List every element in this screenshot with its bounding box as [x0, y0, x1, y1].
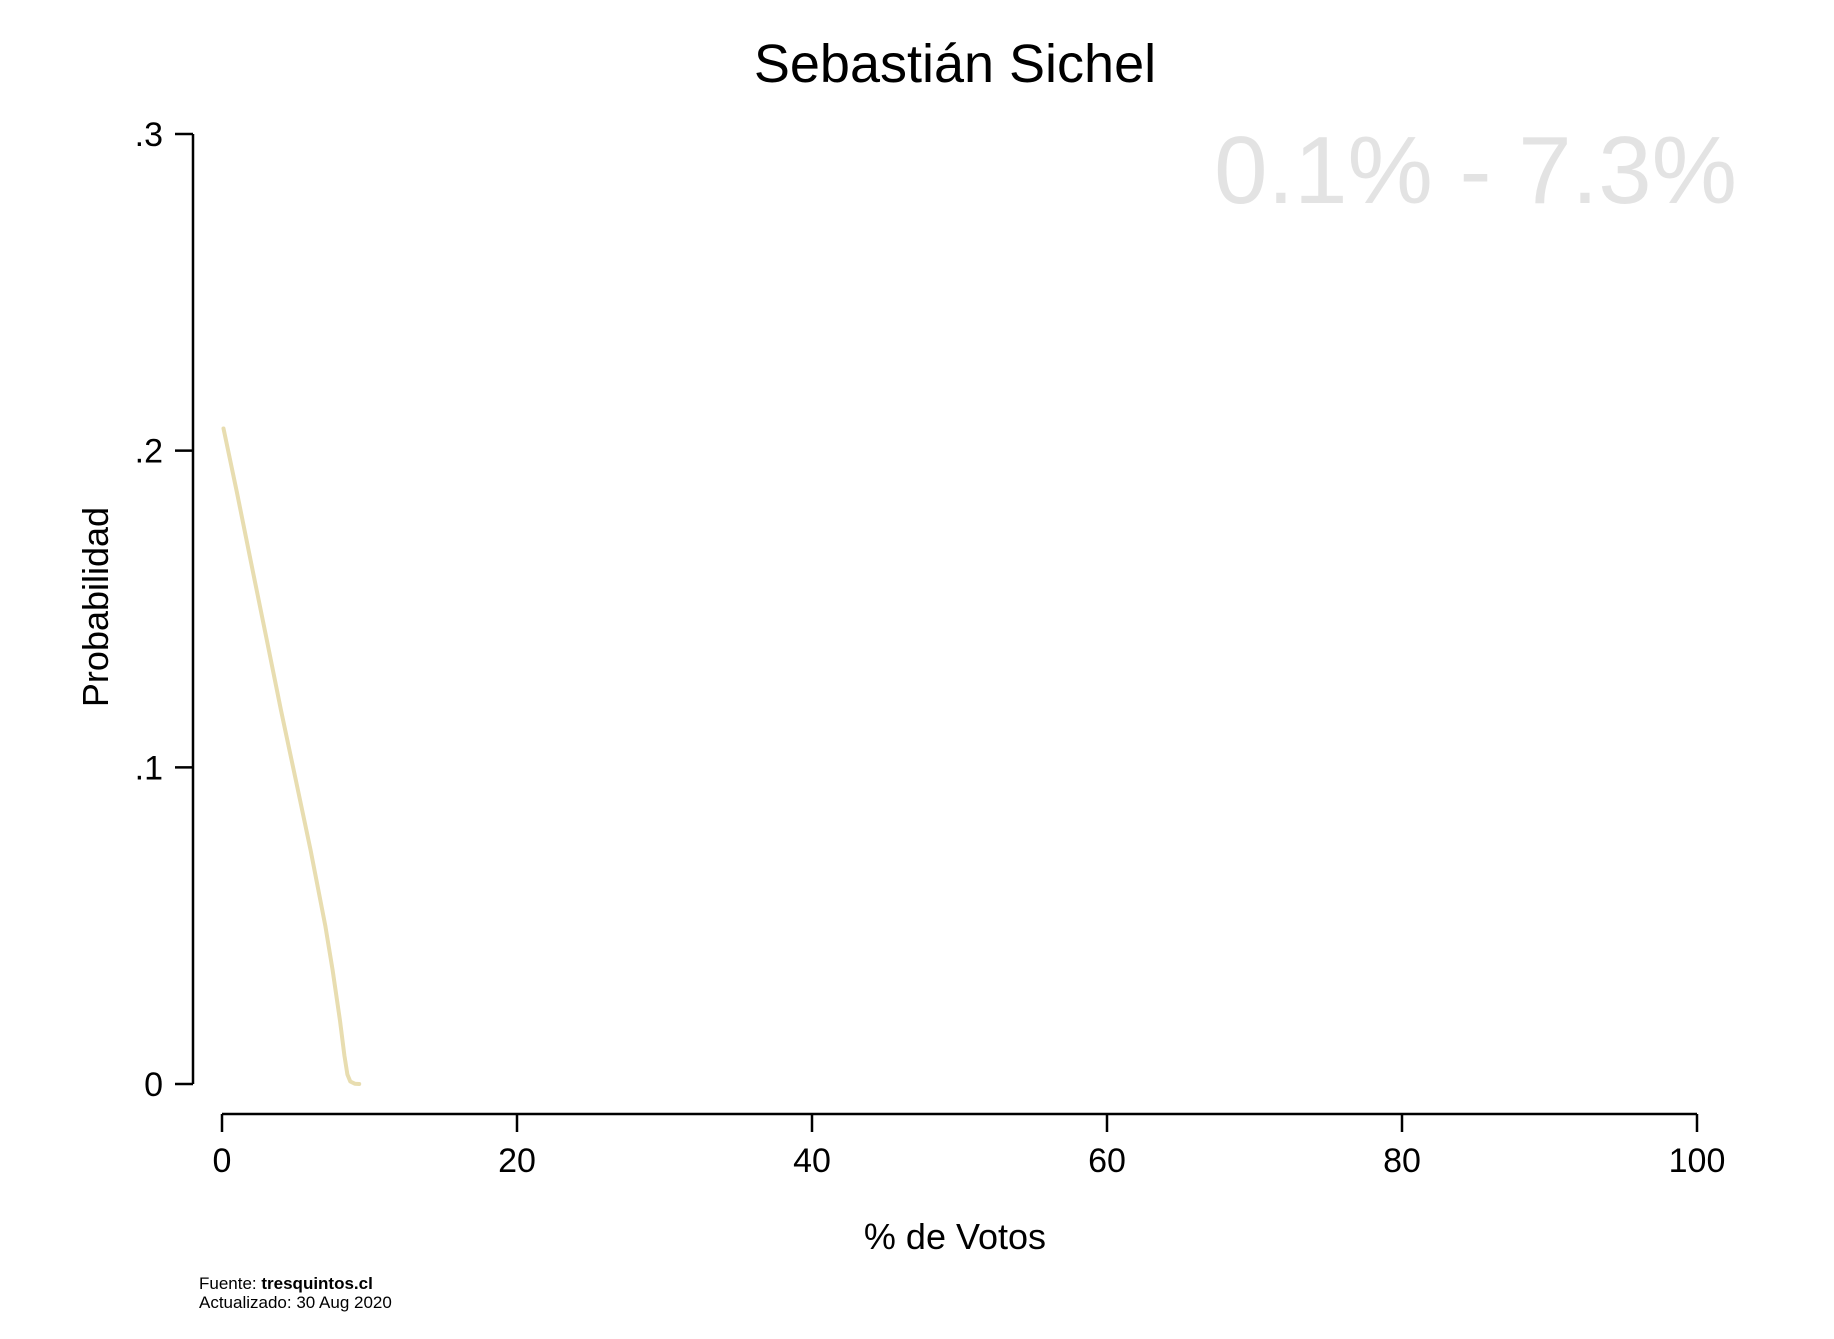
density-line	[221, 426, 362, 1086]
footer-updated: Actualizado: 30 Aug 2020	[199, 1293, 392, 1312]
x-axis: 0 20 40 60 80 100	[213, 1112, 1726, 1180]
y-tick-label: .3	[135, 116, 163, 154]
series-layer	[221, 426, 362, 1086]
x-tick-label: 60	[1088, 1142, 1126, 1180]
x-axis-title: % de Votos	[864, 1216, 1046, 1257]
y-tick-label: 0	[144, 1066, 163, 1104]
x-tick-label: 0	[213, 1142, 232, 1180]
footer-source-name[interactable]: tresquintos.cl	[261, 1274, 372, 1293]
footer-source-prefix: Fuente:	[199, 1274, 261, 1293]
x-tick-label: 20	[498, 1142, 536, 1180]
x-tick-label: 80	[1383, 1142, 1421, 1180]
y-tick-label: .2	[135, 433, 163, 471]
x-tick-label: 40	[793, 1142, 831, 1180]
chart-title: Sebastián Sichel	[754, 34, 1156, 94]
y-axis: 0 .1 .2 .3	[135, 116, 195, 1104]
footer-source: Fuente: tresquintos.cl	[199, 1274, 373, 1293]
y-tick-label: .1	[135, 749, 163, 787]
x-tick-label: 100	[1669, 1142, 1726, 1180]
y-axis-title: Probabilidad	[75, 507, 116, 707]
range-label: 0.1% - 7.3%	[1214, 117, 1737, 224]
